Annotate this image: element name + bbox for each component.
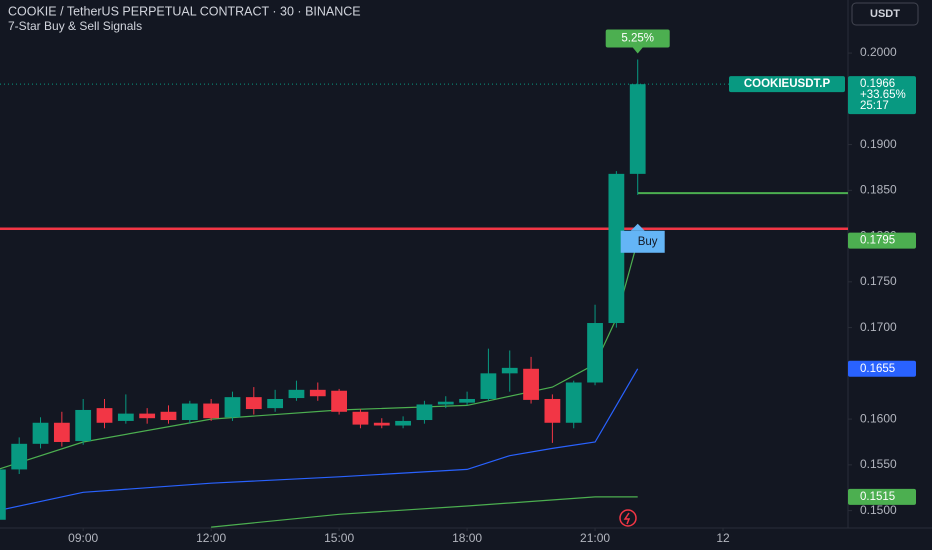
candle-body <box>309 389 326 397</box>
indicator-line <box>0 240 639 470</box>
candle-body <box>53 422 70 442</box>
y-tick-label: 0.1850 <box>860 183 897 197</box>
x-tick-label: 21:00 <box>580 531 610 545</box>
overlay: 5.25% Buy <box>605 29 670 253</box>
y-tick-label: 0.2000 <box>860 45 897 59</box>
annotation-pointer <box>630 223 645 231</box>
candle-body <box>459 398 475 403</box>
currency-button[interactable] <box>851 2 919 26</box>
price-tag-label: 0.1795 <box>860 235 895 247</box>
y-tick-label: 0.1600 <box>860 411 897 425</box>
candle-body <box>331 390 348 412</box>
plot-area <box>0 59 848 528</box>
candle-body <box>352 411 369 425</box>
price-tag <box>848 488 916 505</box>
x-tick-label: 15:00 <box>324 531 354 545</box>
candle-body <box>437 401 454 405</box>
candle-body <box>565 382 582 423</box>
price-tag <box>848 360 916 377</box>
symbol-tag <box>729 76 845 93</box>
y-tick-label: 0.1750 <box>860 274 897 288</box>
candle-body <box>267 398 284 409</box>
y-tick-label: 0.1900 <box>860 137 897 151</box>
candle-body <box>224 397 241 418</box>
chart-subtitle: 7-Star Buy & Sell Signals <box>8 19 142 33</box>
last-price-value: 0.1966 <box>860 78 895 90</box>
last-price-change: +33.65% <box>860 89 906 101</box>
candle-body <box>203 403 220 419</box>
candle-body <box>75 409 92 442</box>
last-price-countdown: 25:17 <box>860 100 889 112</box>
annotation-box <box>605 29 670 48</box>
candle-body <box>501 367 518 374</box>
candle-body <box>523 368 539 400</box>
annotation-label: Buy <box>638 236 658 248</box>
annotation-pointer <box>632 47 643 54</box>
price-tag-label: 0.1655 <box>860 363 895 375</box>
x-tick-label: 12:00 <box>196 531 226 545</box>
x-tick-label: 12 <box>716 531 730 545</box>
y-tick-label: 0.1500 <box>860 503 897 517</box>
candle-body <box>139 413 156 419</box>
chart-title: COOKIE / TetherUS PERPETUAL CONTRACT · 3… <box>8 4 361 18</box>
candle-body <box>544 398 561 423</box>
candle-body <box>96 408 113 423</box>
alert-icon[interactable] <box>619 509 637 527</box>
indicator-line <box>211 496 638 528</box>
candle-body <box>181 403 198 421</box>
candle-body <box>288 389 305 399</box>
candle-body <box>480 373 497 399</box>
candle-body <box>395 420 411 426</box>
x-tick-label: 09:00 <box>68 531 98 545</box>
candle-body <box>373 422 390 426</box>
x-tick-label: 18:00 <box>452 531 482 545</box>
candle-body <box>117 413 134 421</box>
annotation-label: 5.25% <box>621 33 654 45</box>
candle-body <box>160 411 177 421</box>
candle-body <box>587 323 603 383</box>
candle-body <box>11 443 28 470</box>
candle-body <box>0 469 6 520</box>
alert-icon-bolt <box>623 512 631 525</box>
indicator-line <box>0 368 639 511</box>
currency-label[interactable]: USDT <box>870 8 900 20</box>
price-tag-label: 0.1515 <box>860 491 895 503</box>
y-tick-label: 0.1550 <box>860 457 897 471</box>
candle-body <box>629 84 646 174</box>
price-tag <box>848 232 916 249</box>
annotation-box <box>620 230 665 253</box>
candle-body <box>245 397 262 410</box>
candle-body <box>32 422 49 444</box>
last-price-tag <box>848 76 916 115</box>
symbol-tag-label: COOKIEUSDT.P <box>744 78 831 90</box>
y-tick-label: 0.1700 <box>860 320 897 334</box>
candle-body <box>416 404 433 421</box>
candle-body <box>608 173 625 324</box>
